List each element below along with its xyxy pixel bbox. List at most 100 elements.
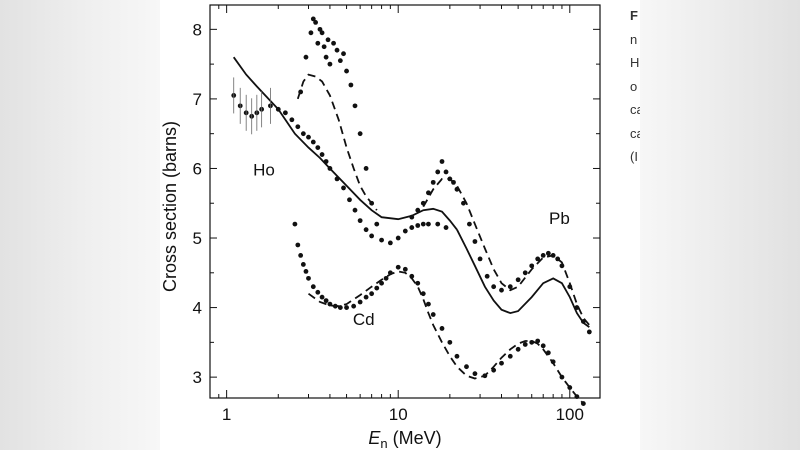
data-point [540, 343, 546, 349]
y-tick-label: 4 [193, 299, 202, 318]
theory-curve-dashed [422, 178, 590, 326]
data-point [379, 280, 384, 286]
data-point [341, 51, 346, 57]
data-point [300, 131, 306, 137]
data-point [323, 159, 329, 164]
data-point [369, 200, 375, 206]
data-point [334, 47, 340, 53]
data-point [454, 186, 460, 192]
data-point [559, 263, 565, 269]
data-point [467, 221, 472, 227]
data-point [522, 342, 528, 347]
data-point [351, 303, 357, 309]
data-point [477, 256, 483, 262]
data-point [545, 250, 551, 256]
data-point [515, 346, 521, 352]
data-point [550, 359, 556, 365]
theory-curves [232, 56, 590, 405]
data-point [341, 185, 346, 191]
data-point [430, 312, 436, 317]
data-point [363, 294, 369, 300]
data-point [559, 374, 565, 380]
data-point [430, 179, 436, 185]
data-point [499, 287, 504, 293]
data-point [482, 373, 488, 379]
caption-line: ca [630, 102, 640, 117]
data-point [529, 339, 535, 345]
data-point [409, 225, 415, 230]
data-point [337, 58, 343, 64]
data-point [420, 200, 426, 206]
data-point [327, 301, 333, 307]
theory-curve-dashed [307, 270, 585, 405]
data-point [472, 239, 478, 244]
data-point [402, 228, 408, 234]
caption-line: ca [630, 125, 640, 141]
data-point [586, 329, 592, 335]
data-point [325, 37, 331, 43]
plot-frame [209, 4, 601, 399]
data-point [529, 263, 535, 269]
data-points [231, 16, 592, 406]
data-point [303, 269, 309, 274]
data-point [540, 253, 546, 258]
data-point [535, 256, 541, 262]
data-point [319, 294, 325, 300]
data-point [426, 190, 431, 196]
data-point [334, 176, 340, 182]
data-point [306, 134, 311, 140]
data-point [420, 221, 426, 227]
data-point [435, 221, 441, 227]
data-point [344, 305, 349, 310]
y-axis-title: Cross section (barns) [160, 121, 180, 292]
data-point [315, 289, 321, 295]
y-tick-label: 8 [193, 20, 202, 39]
data-point [402, 266, 408, 272]
data-point [522, 270, 528, 276]
data-point [545, 350, 551, 356]
y-tick-label: 6 [193, 159, 202, 178]
data-point [298, 89, 304, 95]
data-point [415, 207, 421, 213]
data-point [315, 40, 321, 46]
data-point [289, 117, 295, 123]
data-point [499, 360, 504, 366]
data-point [443, 169, 449, 175]
data-point [298, 253, 304, 258]
data-point [409, 214, 415, 220]
data-point [447, 176, 453, 182]
data-point [426, 221, 431, 227]
data-point [447, 339, 453, 345]
data-point [507, 284, 513, 290]
data-point [369, 233, 375, 239]
data-point [347, 197, 352, 203]
data-point [580, 401, 586, 406]
caption-line: n [630, 31, 638, 47]
data-point [357, 218, 363, 224]
data-point [275, 106, 281, 112]
data-point [323, 54, 329, 60]
y-tick-label: 5 [193, 229, 202, 248]
data-point [374, 221, 380, 227]
data-point [344, 68, 349, 74]
x-tick-label: 1 [222, 405, 231, 424]
data-point [484, 273, 490, 279]
data-point [567, 385, 573, 390]
data-point [352, 103, 358, 109]
data-point [374, 285, 380, 291]
data-point [415, 223, 421, 228]
data-point [303, 54, 309, 60]
data-point [321, 44, 327, 50]
x-tick-label: 10 [389, 405, 408, 424]
data-point [580, 319, 586, 324]
data-point [451, 179, 456, 185]
data-point [369, 291, 375, 297]
data-point [323, 298, 329, 304]
data-point [426, 301, 431, 307]
data-point [319, 30, 325, 36]
x-axis-title: En (MeV) [368, 428, 441, 450]
data-point [383, 275, 389, 281]
theory-curve-solid [456, 229, 590, 328]
data-point [515, 277, 521, 283]
